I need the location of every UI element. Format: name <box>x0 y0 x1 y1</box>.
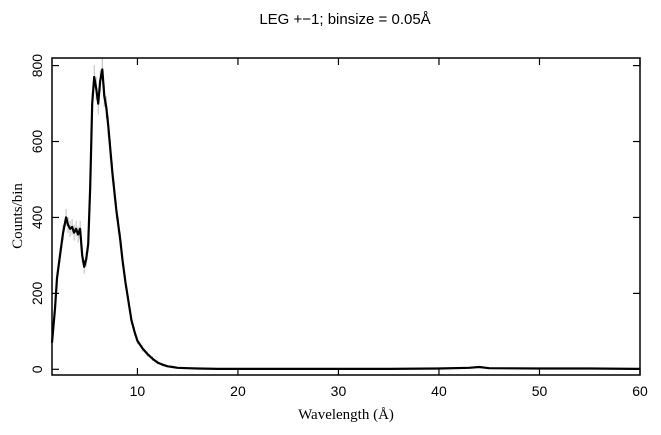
spectrum-series-line <box>50 68 641 370</box>
x-tick-label: 20 <box>230 383 246 399</box>
error-bars <box>51 57 641 370</box>
chart-title: LEG +−1; binsize = 0.05Å <box>259 11 430 28</box>
y-tick-label: 800 <box>29 54 45 78</box>
x-tick-label: 60 <box>632 383 648 399</box>
plot-frame <box>51 57 641 376</box>
y-tick-label: 200 <box>29 281 45 305</box>
y-axis-label: Counts/bin <box>10 183 26 249</box>
y-tick-label: 600 <box>29 130 45 154</box>
y-axis: 0 200 400 600 800 <box>29 54 640 373</box>
y-tick-label: 400 <box>29 206 45 230</box>
x-tick-label: 30 <box>331 383 347 399</box>
x-axis-label: Wavelength (Å) <box>298 407 394 423</box>
x-tick-label: 40 <box>431 383 447 399</box>
plot-area <box>50 57 641 376</box>
y-tick-label: 0 <box>29 365 45 373</box>
x-tick-label: 10 <box>130 383 146 399</box>
x-axis: 10 20 30 40 50 60 <box>130 58 648 399</box>
x-tick-label: 50 <box>532 383 548 399</box>
